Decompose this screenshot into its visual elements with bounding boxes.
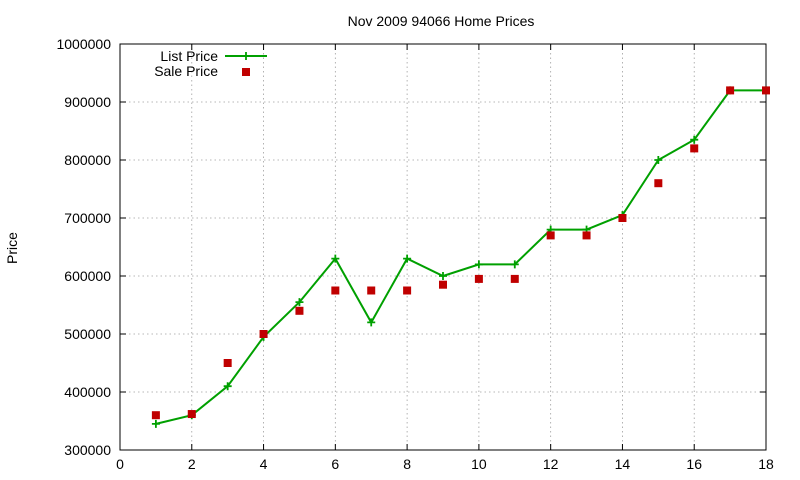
list-price-point bbox=[367, 318, 376, 327]
sale-price-point bbox=[259, 330, 268, 338]
sale-price-point bbox=[726, 86, 735, 95]
list-price-point bbox=[331, 254, 340, 263]
sale-price-point bbox=[223, 359, 232, 367]
y-tick-label: 500000 bbox=[64, 326, 111, 342]
sale-price-point bbox=[295, 306, 304, 315]
sale-price-point bbox=[546, 231, 555, 240]
sale-price-point bbox=[690, 144, 699, 153]
sale-price-point bbox=[403, 286, 412, 295]
x-tick-label: 10 bbox=[471, 456, 487, 472]
chart-title: Nov 2009 94066 Home Prices bbox=[348, 13, 535, 29]
series-layer bbox=[151, 86, 770, 428]
list-price-point bbox=[439, 272, 447, 280]
x-tick-label: 16 bbox=[686, 456, 702, 472]
y-tick-label: 1000000 bbox=[56, 36, 111, 52]
x-tick-label: 18 bbox=[758, 456, 774, 472]
x-tick-label: 2 bbox=[188, 456, 196, 472]
list-price-point bbox=[510, 260, 519, 269]
list-price-point bbox=[223, 382, 232, 391]
list-price-point bbox=[474, 260, 483, 269]
list-price-point bbox=[151, 419, 160, 428]
list-price-point bbox=[403, 254, 412, 263]
sale-price-point bbox=[510, 274, 519, 283]
sale-price-point bbox=[474, 274, 483, 283]
x-tick-label: 0 bbox=[116, 456, 124, 472]
sale-price-point bbox=[654, 179, 663, 188]
x-tick-label: 12 bbox=[543, 456, 559, 472]
x-tick-label: 14 bbox=[615, 456, 631, 472]
y-axis-label: Price bbox=[4, 232, 20, 264]
sale-price-point bbox=[618, 214, 627, 222]
list-price-point bbox=[295, 298, 304, 307]
y-tick-label: 600000 bbox=[64, 268, 111, 284]
sale-price-point bbox=[331, 286, 340, 295]
y-tick-label: 300000 bbox=[64, 442, 111, 458]
list-price-point bbox=[690, 135, 699, 144]
legend: List Price Sale Price bbox=[154, 48, 267, 79]
x-tick-label: 8 bbox=[403, 456, 411, 472]
sale-price-point bbox=[439, 280, 447, 289]
axis-ticks: 0 2 4 6 8 10 12 14 16 18 300000 400000 500000 600000 7… bbox=[56, 36, 774, 472]
list-price-point bbox=[654, 156, 663, 164]
y-tick-label: 800000 bbox=[64, 152, 111, 168]
sale-price-point bbox=[582, 231, 591, 240]
grid bbox=[120, 44, 766, 450]
sale-price-point bbox=[187, 410, 196, 419]
sale-price-point bbox=[367, 286, 376, 295]
series-line-list-price bbox=[155, 89, 766, 425]
y-tick-label: 900000 bbox=[64, 94, 111, 110]
y-tick-label: 400000 bbox=[64, 384, 111, 400]
plot-frame bbox=[119, 43, 767, 451]
x-tick-label: 4 bbox=[260, 456, 268, 472]
sale-price-point bbox=[151, 411, 160, 420]
y-tick-label: 700000 bbox=[64, 210, 111, 226]
legend-swatch-sale-price bbox=[242, 68, 250, 76]
sale-price-point bbox=[762, 86, 770, 95]
x-tick-label: 6 bbox=[331, 456, 339, 472]
legend-label-sale-price: Sale Price bbox=[154, 63, 218, 79]
legend-marker-list-price bbox=[242, 52, 250, 60]
legend-label-list-price: List Price bbox=[160, 48, 218, 64]
